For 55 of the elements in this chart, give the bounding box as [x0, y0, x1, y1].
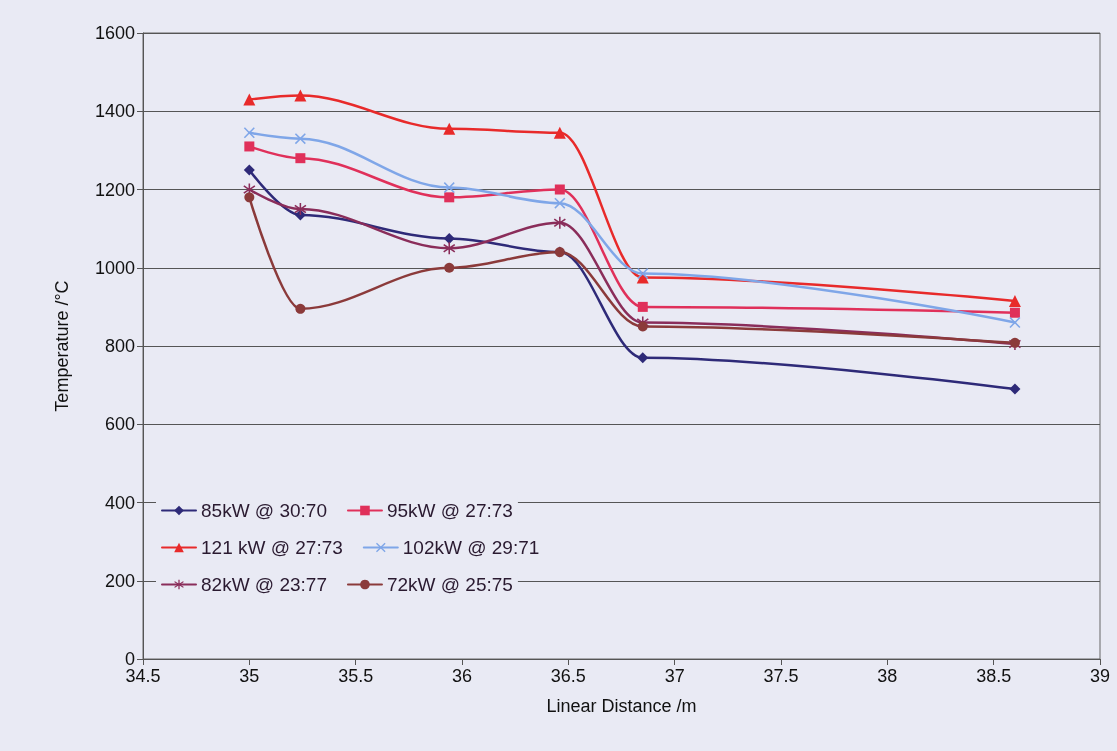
point [443, 242, 456, 255]
point [1008, 295, 1021, 308]
x-tick-label: 37 [664, 666, 685, 686]
x-tick-label: 35.5 [338, 666, 374, 686]
point [294, 89, 307, 102]
point [243, 127, 255, 139]
y-tick-label: 1400 [94, 101, 135, 122]
point [553, 216, 566, 229]
point [554, 197, 566, 209]
x-tick-label: 35 [239, 666, 260, 686]
point [554, 184, 565, 195]
y-axis-title: Temperature /°C [52, 280, 72, 412]
legend-label: 121 kW @ 27:73 [201, 537, 343, 558]
y-tick-label: 1200 [94, 179, 135, 200]
y-tick-label: 400 [104, 492, 135, 513]
x-axis-title: Linear Distance /m [546, 696, 697, 716]
legend-label: 95kW @ 27:73 [386, 500, 513, 521]
point [243, 93, 256, 106]
point [637, 301, 648, 312]
x-tick-label: 38.5 [976, 666, 1012, 686]
y-tick-label: 600 [104, 414, 135, 435]
y-tick-label: 800 [104, 336, 135, 356]
x-tick-label: 34.5 [125, 666, 161, 686]
y-tick-label: 1600 [94, 23, 135, 43]
y-tick-label: 0 [124, 649, 135, 669]
legend-label: 85kW @ 30:70 [201, 500, 327, 521]
x-tick-label: 36.5 [550, 666, 586, 686]
x-tick-label: 38 [877, 666, 898, 686]
legend-label: 102kW @ 29:71 [402, 537, 540, 558]
point [443, 232, 455, 244]
point [294, 133, 306, 145]
point [294, 203, 307, 216]
point [444, 192, 455, 203]
point [1009, 307, 1020, 318]
x-tick-label: 36 [451, 666, 473, 686]
y-tick-label: 1000 [94, 257, 135, 278]
point [1009, 383, 1021, 395]
legend-label: 72kW @ 25:75 [386, 574, 513, 595]
y-tick-label: 200 [104, 570, 135, 591]
point [1009, 317, 1021, 329]
x-tick-label: 37.5 [763, 666, 799, 686]
point [295, 153, 306, 164]
point [637, 268, 649, 280]
point [553, 126, 566, 139]
point [244, 192, 255, 203]
point [443, 182, 455, 194]
point [295, 303, 306, 314]
point [444, 262, 455, 273]
point [244, 141, 255, 152]
point [443, 122, 456, 135]
x-tick-label: 39 [1089, 666, 1111, 686]
point [243, 164, 255, 176]
legend-label: 82kW @ 23:77 [201, 574, 327, 595]
point [637, 321, 648, 332]
point [637, 352, 649, 364]
